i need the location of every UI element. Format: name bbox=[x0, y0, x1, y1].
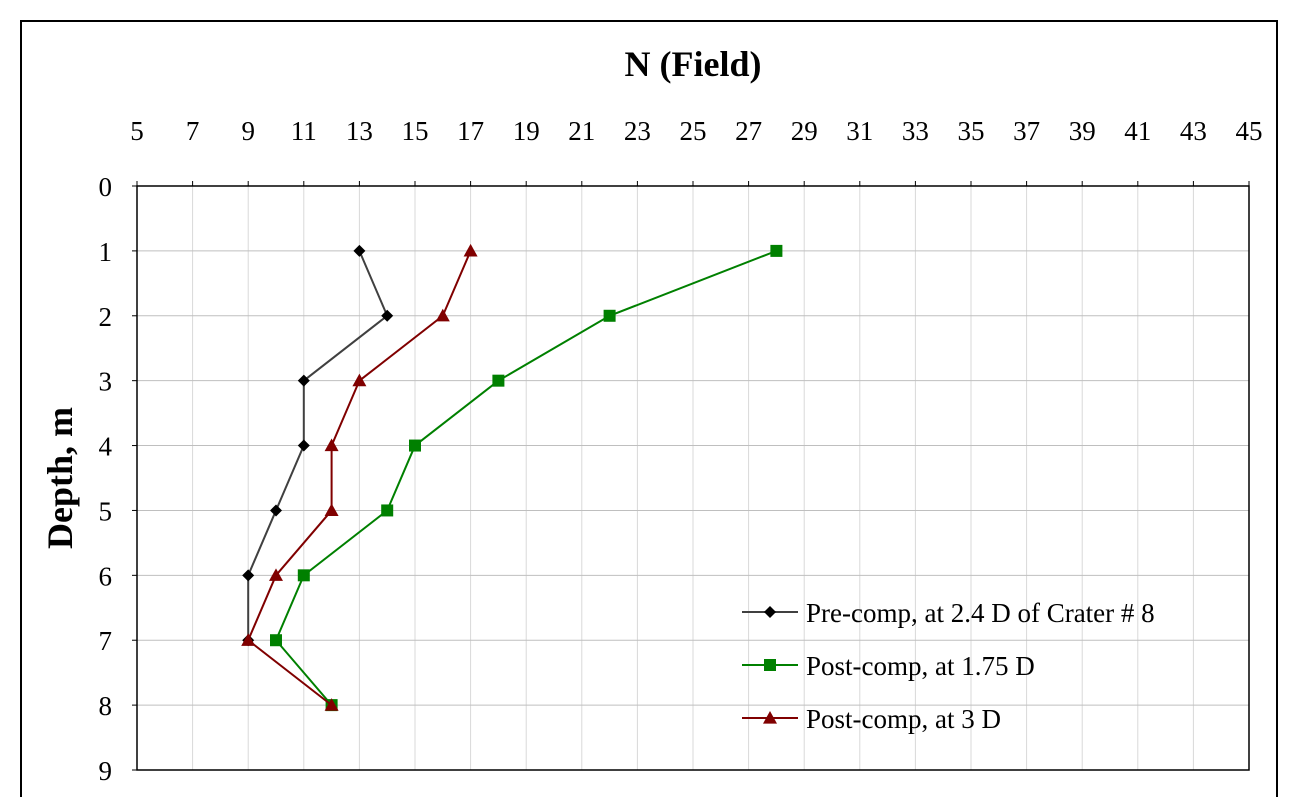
y-tick-label: 8 bbox=[99, 691, 113, 721]
x-axis-title: N (Field) bbox=[625, 44, 762, 84]
y-tick-label: 9 bbox=[99, 756, 113, 786]
x-tick-label: 35 bbox=[958, 116, 985, 146]
y-tick-label: 6 bbox=[99, 561, 113, 591]
x-tick-label: 43 bbox=[1180, 116, 1207, 146]
data-point bbox=[269, 568, 283, 581]
legend-label: Post-comp, at 1.75 D bbox=[806, 651, 1035, 681]
x-tick-label: 11 bbox=[291, 116, 317, 146]
data-point bbox=[463, 243, 478, 257]
x-tick-label: 23 bbox=[624, 116, 651, 146]
y-tick-label: 3 bbox=[99, 367, 113, 397]
axis-ticks: 5 7 9 11 13 15 17 19 21 23 25 27 29 31 33 35 37 39 41 43 450… bbox=[99, 116, 1263, 786]
legend-label: Post-comp, at 3 D bbox=[806, 704, 1001, 734]
x-tick-label: 9 bbox=[241, 116, 255, 146]
data-point bbox=[381, 504, 394, 517]
x-tick-label: 33 bbox=[902, 116, 929, 146]
y-tick-label: 5 bbox=[99, 496, 113, 526]
x-tick-label: 19 bbox=[513, 116, 540, 146]
data-point bbox=[242, 569, 255, 582]
data-point bbox=[297, 374, 310, 387]
y-tick-label: 0 bbox=[99, 172, 113, 202]
x-tick-label: 25 bbox=[680, 116, 707, 146]
series-line bbox=[246, 250, 472, 706]
legend-item: Post-comp, at 3 D bbox=[742, 704, 1001, 734]
x-tick-label: 13 bbox=[346, 116, 373, 146]
y-tick-label: 1 bbox=[99, 237, 113, 267]
x-tick-label: 15 bbox=[402, 116, 429, 146]
x-tick-label: 31 bbox=[846, 116, 873, 146]
legend-swatch-marker bbox=[764, 606, 776, 618]
y-tick-label: 7 bbox=[99, 626, 113, 656]
legend-item: Pre-comp, at 2.4 D of Crater # 8 bbox=[742, 598, 1155, 628]
x-tick-label: 29 bbox=[791, 116, 818, 146]
data-point bbox=[770, 244, 783, 257]
data-point bbox=[409, 439, 421, 452]
data-point bbox=[352, 373, 367, 387]
data-point bbox=[297, 439, 310, 452]
data-point bbox=[241, 633, 256, 646]
legend-label: Pre-comp, at 2.4 D of Crater # 8 bbox=[806, 598, 1155, 628]
y-axis-title: Depth, m bbox=[40, 407, 80, 549]
data-point bbox=[603, 309, 616, 322]
x-tick-label: 7 bbox=[186, 116, 200, 146]
y-tick-label: 2 bbox=[99, 302, 113, 332]
x-tick-label: 5 bbox=[130, 116, 144, 146]
legend: Pre-comp, at 2.4 D of Crater # 8 Post-com… bbox=[742, 598, 1155, 734]
legend-item: Post-comp, at 1.75 D bbox=[742, 651, 1035, 681]
data-point bbox=[353, 244, 366, 257]
x-tick-label: 21 bbox=[568, 116, 595, 146]
x-tick-label: 27 bbox=[735, 116, 762, 146]
x-tick-label: 39 bbox=[1069, 116, 1096, 146]
data-point bbox=[324, 698, 339, 711]
series-2 bbox=[241, 243, 478, 711]
gridlines bbox=[137, 186, 1249, 770]
x-tick-label: 17 bbox=[457, 116, 484, 146]
data-point bbox=[270, 634, 282, 647]
data-point bbox=[492, 374, 505, 387]
data-point bbox=[324, 503, 339, 517]
series-line bbox=[274, 249, 777, 706]
series-0 bbox=[242, 244, 394, 647]
data-point bbox=[435, 308, 450, 322]
data-point bbox=[270, 504, 282, 517]
data-point bbox=[297, 569, 310, 582]
legend-swatch-marker bbox=[764, 659, 776, 671]
data-point bbox=[381, 309, 394, 322]
data-point bbox=[324, 438, 339, 452]
y-tick-label: 4 bbox=[99, 432, 113, 462]
data-series bbox=[241, 243, 783, 712]
x-tick-label: 37 bbox=[1013, 116, 1040, 146]
x-tick-label: 45 bbox=[1236, 116, 1263, 146]
chart-frame bbox=[20, 20, 1278, 797]
legend-swatch-marker bbox=[763, 711, 777, 724]
x-tick-label: 41 bbox=[1124, 116, 1151, 146]
